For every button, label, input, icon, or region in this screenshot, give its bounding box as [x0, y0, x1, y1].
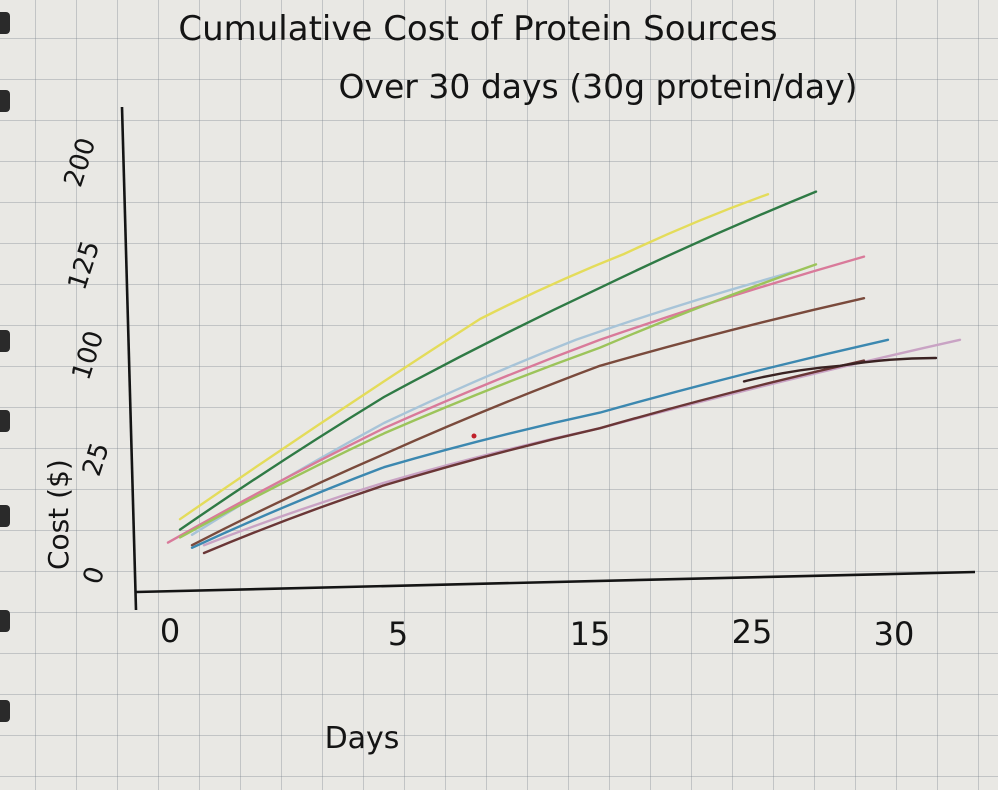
series-line-10: [742, 356, 938, 383]
series-line-8: [202, 338, 962, 547]
series-line-3: [190, 271, 794, 536]
series-line-5: [178, 263, 818, 539]
series-line-9: [202, 359, 866, 555]
series-line-7: [190, 338, 890, 549]
y-tick-label: 0: [78, 563, 112, 588]
chart-title-line2: Over 30 days (30g protein/day): [338, 67, 857, 106]
x-tick-label: 15: [570, 615, 611, 653]
chart-title-line1: Cumulative Cost of Protein Sources: [178, 9, 777, 49]
series-lines: [166, 190, 962, 555]
ink-dot: [471, 433, 477, 439]
x-tick-labels: 0 5 15 25 30: [160, 612, 915, 653]
y-tick-label: 100: [66, 327, 110, 383]
x-tick-label: 30: [874, 615, 915, 653]
x-tick-label: 25: [732, 613, 773, 651]
series-line-2: [178, 190, 818, 531]
x-axis: [135, 570, 976, 594]
x-tick-label: 5: [388, 615, 408, 653]
y-axis: [120, 106, 138, 611]
y-tick-label: 25: [77, 439, 116, 480]
series-line-1: [178, 193, 770, 521]
series-line-6: [190, 297, 866, 547]
notebook-binding: [0, 0, 12, 790]
series-line-4: [166, 255, 866, 544]
y-tick-label: 125: [62, 237, 106, 293]
y-tick-label: 200: [58, 134, 102, 190]
x-tick-label: 0: [160, 612, 180, 650]
x-axis-label: Days: [325, 721, 400, 756]
y-axis-label: Cost ($): [42, 459, 75, 570]
